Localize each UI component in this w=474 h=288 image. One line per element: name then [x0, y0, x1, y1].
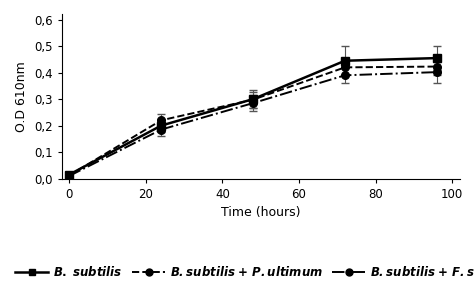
X-axis label: Time (hours): Time (hours) [221, 206, 301, 219]
Y-axis label: O.D 610nm: O.D 610nm [16, 61, 28, 132]
Legend: $\bfit{B}$$\bf{.}$ $\bfit{subtilis}$, $\bfit{B. subtilis}$ $\bf{+}$ $\bfit{P. ul: $\bfit{B}$$\bf{.}$ $\bfit{subtilis}$, $\… [15, 265, 474, 279]
